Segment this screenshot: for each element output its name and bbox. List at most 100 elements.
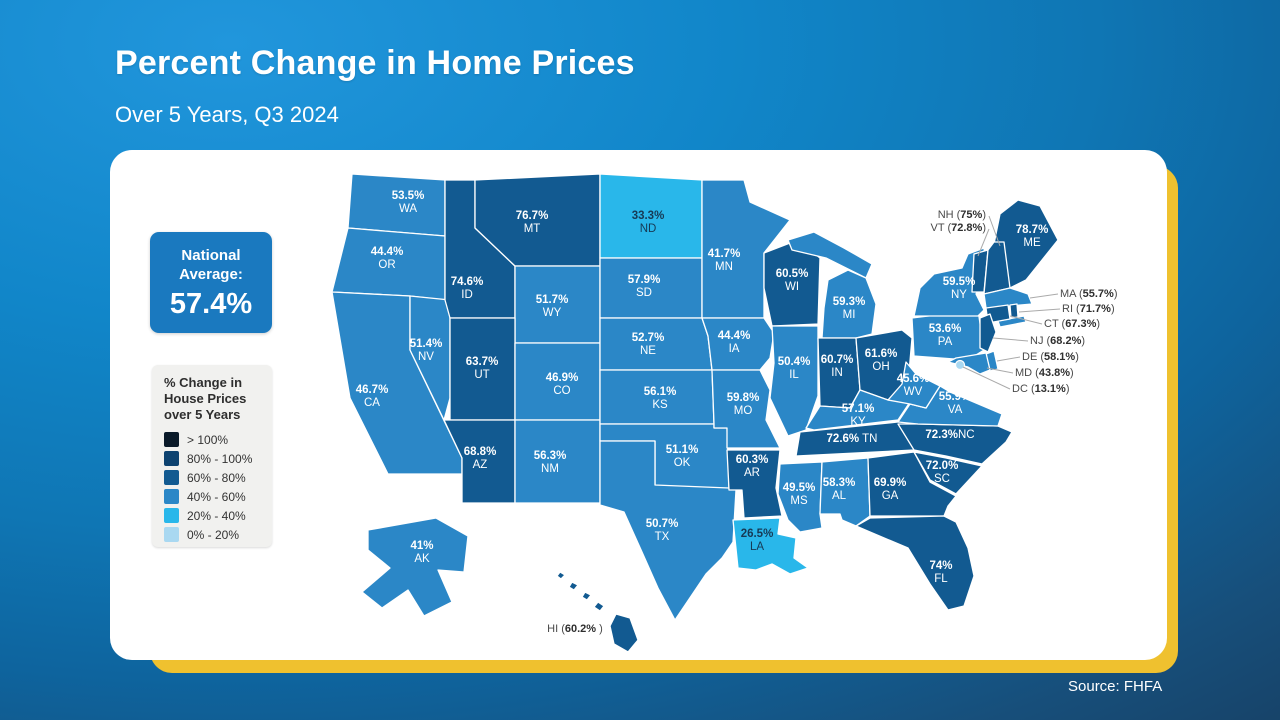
state-MO: [711, 369, 781, 449]
page-subtitle: Over 5 Years, Q3 2024: [115, 102, 339, 127]
map-legend: % Change in House Prices over 5 Years > …: [152, 365, 272, 547]
legend-item: > 100%: [164, 430, 272, 449]
state-label-PA: 53.6% PA: [929, 323, 962, 348]
national-average-box: National Average: 57.4%: [150, 232, 272, 333]
legend-swatch: [164, 489, 179, 504]
legend-swatch: [164, 451, 179, 466]
legend-item: 60% - 80%: [164, 468, 272, 487]
callout-leader-NJ: [992, 337, 1029, 342]
state-label-MI: 59.3% MI: [833, 296, 866, 321]
state-label-WA: 53.5% WA: [392, 190, 425, 215]
callout-label-DE: DE (58.1%): [1022, 351, 1079, 363]
callout-label-MD: MD (43.8%): [1015, 367, 1074, 379]
state-NV: [409, 295, 451, 421]
state-IA: [701, 317, 775, 371]
state-AR: [726, 449, 783, 519]
state-LA: [732, 517, 809, 575]
state-label-WY: 51.7% WY: [536, 294, 569, 319]
legend-item: 80% - 100%: [164, 449, 272, 468]
state-label-FL: 74% FL: [929, 560, 952, 585]
national-average-label: National: [181, 247, 241, 264]
state-label-SC: 72.0% SC: [926, 460, 959, 485]
state-label-NC: 72.3%NC: [925, 429, 974, 441]
legend-item: 40% - 60%: [164, 487, 272, 506]
state-label-NY: 59.5% NY: [943, 276, 976, 301]
state-label-AK: 41% AK: [410, 540, 433, 565]
legend-swatch: [164, 508, 179, 523]
state-label-IA: 44.4% IA: [718, 330, 751, 355]
state-TX: [599, 440, 737, 621]
state-SC: [913, 451, 983, 495]
legend-item: 0% - 20%: [164, 525, 272, 544]
callout-leader-DC: [962, 366, 1011, 390]
us-choropleth-map: 53.5% WA 44.4% OR 46.7% CA 51.4% NV 74.6% ID 76.7%…: [331, 173, 1118, 653]
callout-leader-MD: [986, 367, 1014, 374]
state-WV: [887, 361, 941, 409]
callout-label-NH: NH (75%): [938, 209, 986, 221]
state-NJ: [979, 313, 997, 353]
state-label-NV: 51.4% NV: [410, 338, 443, 363]
page-title: Percent Change in Home Prices: [115, 44, 635, 82]
legend-swatch: [164, 470, 179, 485]
callout-label-CT: CT (67.3%): [1044, 318, 1100, 330]
legend-label: > 100%: [187, 432, 229, 447]
state-label-MS: 49.5% MS: [783, 482, 816, 507]
state-label-OH: 61.6% OH: [865, 348, 898, 373]
state-label-NM: 56.3% NM: [534, 450, 567, 475]
state-AZ: [443, 419, 516, 504]
state-label-ME: 78.7% ME: [1016, 224, 1049, 249]
legend-swatch: [164, 432, 179, 447]
state-NH: [983, 241, 1011, 295]
state-label-AZ: 68.8% AZ: [464, 446, 497, 471]
state-label-TN: 72.6% TN: [827, 433, 878, 445]
callout-label-RI: RI (71.7%): [1062, 303, 1115, 315]
state-label-SD: 57.9% SD: [628, 274, 661, 299]
state-PA: [911, 309, 985, 361]
callout-label-NJ: NJ (68.2%): [1030, 335, 1085, 347]
callout-label-VT: VT (72.8%): [931, 222, 986, 234]
callout-label-MA: MA (55.7%): [1060, 288, 1118, 300]
source-credit: Source: FHFA: [1068, 678, 1163, 695]
callout-leader-RI: [1018, 308, 1061, 313]
state-label-OK: 51.1% OK: [666, 444, 699, 469]
state-DC-dot: [954, 359, 966, 371]
state-AK: [361, 517, 469, 617]
state-label-ND: 33.3% ND: [632, 210, 665, 235]
legend-label: 60% - 80%: [187, 470, 246, 485]
state-label-NE: 52.7% NE: [632, 332, 665, 357]
state-MI: [787, 231, 877, 339]
state-label-CA: 46.7% CA: [356, 384, 389, 409]
state-label-WV: 45.6% WV: [897, 373, 930, 398]
state-label-WI: 60.5% WI: [776, 268, 809, 293]
state-WA: [347, 173, 446, 237]
state-label-GA: 69.9% GA: [874, 477, 907, 502]
callout-leader-NH: [988, 215, 1001, 247]
callout-label-DC: DC (13.1%): [1012, 383, 1069, 395]
state-RI: [1009, 303, 1019, 319]
national-average-value: 57.4%: [169, 288, 253, 320]
state-label-AL: 58.3% AL: [823, 477, 856, 502]
callout-leader-CT: [1009, 315, 1043, 325]
map-card: National Average: 57.4% % Change in Hous…: [110, 150, 1167, 660]
state-label-MO: 59.8% MO: [727, 392, 760, 417]
state-label-ID: 74.6% ID: [451, 276, 484, 301]
state-label-TX: 50.7% TX: [646, 518, 679, 543]
callout-leader-MA: [1029, 293, 1059, 299]
state-label-MT: 76.7% MT: [516, 210, 549, 235]
state-label-AR: 60.3% AR: [736, 454, 769, 479]
state-label-OR: 44.4% OR: [371, 246, 404, 271]
state-label-VA: 55.9% VA: [939, 391, 972, 416]
state-NE: [599, 317, 713, 371]
state-label-CO: 46.9% CO: [546, 372, 579, 397]
legend-item: 20% - 40%: [164, 506, 272, 525]
state-label-LA: 26.5% LA: [741, 528, 774, 553]
state-FL: [855, 515, 975, 611]
state-MD: [947, 352, 991, 375]
legend-label: 80% - 100%: [187, 451, 253, 466]
legend-label: 40% - 60%: [187, 489, 246, 504]
legend-label: 0% - 20%: [187, 527, 240, 542]
state-label-IL: 50.4% IL: [778, 356, 811, 381]
state-label-UT: 63.7% UT: [466, 356, 499, 381]
state-HI: [556, 571, 639, 653]
